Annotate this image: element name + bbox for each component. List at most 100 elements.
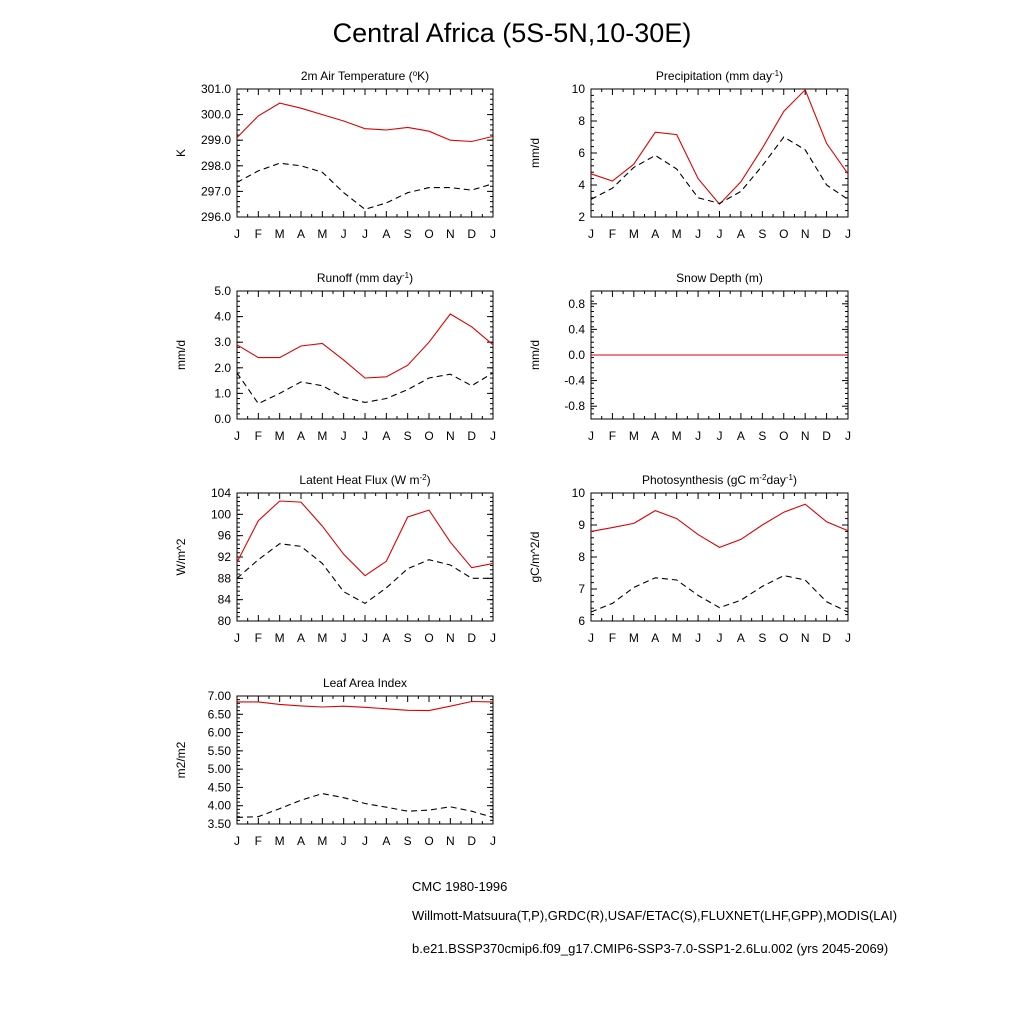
plot-frame [590,88,849,218]
y-axis-label: W/m^2 [174,538,188,575]
x-tick-label: J [490,227,496,241]
panel-title: Leaf Area Index [323,676,407,690]
x-tick-label: J [234,834,240,848]
y-tick-label: 7.00 [208,689,232,703]
y-tick-label: 0.0 [568,348,585,362]
y-tick-label: 6 [578,614,585,628]
y-axis-label: mm/d [174,340,188,370]
x-tick-label: O [424,834,433,848]
panel-title: 2m Air Temperature (oK) [301,69,429,84]
x-tick-label: J [845,227,851,241]
x-tick-label: A [651,631,659,645]
x-tick-label: J [341,631,347,645]
series-line-1 [237,700,494,712]
x-tick-label: N [801,227,810,241]
x-tick-label: M [672,631,682,645]
x-tick-label: F [609,227,616,241]
series-line-2 [236,162,494,210]
x-tick-label: J [234,631,240,645]
x-tick-label: N [446,227,455,241]
y-axis-label: mm/d [528,138,542,168]
series-line-2 [236,793,494,818]
panel-title: Photosynthesis (gC m-2day-1) [642,473,797,488]
y-tick-label: -0.8 [564,399,585,413]
y-tick-label: 84 [218,593,232,607]
x-tick-label: M [629,429,639,443]
legend-label: Willmott-Matsuura(T,P),GRDC(R),USAF/ETAC… [412,908,898,923]
y-tick-label: 298.0 [201,159,231,173]
y-tick-label: 8 [578,550,585,564]
x-tick-label: O [424,631,433,645]
y-tick-label: 4.50 [208,780,232,794]
x-tick-label: J [588,227,594,241]
x-tick-label: S [404,631,412,645]
panel-title: Snow Depth (m) [676,271,763,285]
x-tick-label: O [424,227,433,241]
x-tick-label: A [737,429,745,443]
x-tick-label: A [297,834,305,848]
x-tick-label: N [446,834,455,848]
x-tick-label: J [234,227,240,241]
x-tick-label: D [467,227,476,241]
series-line-2 [236,372,494,405]
y-tick-label: 2 [578,210,585,224]
y-tick-label: 0.0 [214,412,231,426]
series-line-1 [236,313,494,379]
plot-frame [236,88,494,218]
x-tick-label: A [737,227,745,241]
x-tick-label: F [255,834,262,848]
x-tick-label: F [255,227,262,241]
x-tick-label: A [382,631,390,645]
series-line-1 [236,500,494,577]
x-tick-label: D [822,631,831,645]
x-tick-label: A [297,227,305,241]
x-tick-label: J [695,429,701,443]
y-tick-label: 6.50 [208,707,232,721]
x-tick-label: J [717,631,723,645]
legend-label: CMC 1980-1996 [412,879,508,894]
x-tick-label: A [651,429,659,443]
y-axis-label: mm/d [528,340,542,370]
y-tick-label: 4.0 [214,310,231,324]
series-line-2 [236,543,493,605]
x-tick-label: D [822,429,831,443]
panel-title: Runoff (mm day-1) [317,271,413,286]
y-tick-label: 7 [578,582,585,596]
x-tick-label: J [490,429,496,443]
x-tick-label: S [758,227,766,241]
panel-title: Latent Heat Flux (W m-2) [299,473,430,488]
y-tick-label: 104 [211,486,231,500]
x-tick-label: J [234,429,240,443]
page-title: Central Africa (5S-5N,10-30E) [332,18,692,48]
plot-frame [236,290,494,420]
series-line-1 [590,88,849,206]
y-tick-label: 9 [578,518,585,532]
x-tick-label: J [341,429,347,443]
x-tick-label: J [362,227,368,241]
series-line-2 [590,575,849,613]
y-tick-label: 10 [572,486,586,500]
plot-frame [236,492,494,622]
x-tick-label: S [758,631,766,645]
y-tick-label: 299.0 [201,133,231,147]
panel-title: Precipitation (mm day-1) [656,69,783,84]
x-tick-label: M [317,631,327,645]
x-tick-label: J [341,834,347,848]
x-tick-label: D [467,429,476,443]
y-tick-label: 80 [218,614,232,628]
x-tick-label: N [801,429,810,443]
x-tick-label: A [382,227,390,241]
y-tick-label: 5.0 [214,284,231,298]
x-tick-label: J [588,631,594,645]
x-tick-label: S [404,834,412,848]
y-tick-label: 5.00 [208,762,232,776]
y-tick-label: 296.0 [201,210,231,224]
x-tick-label: O [424,429,433,443]
x-tick-label: A [737,631,745,645]
x-tick-label: J [490,834,496,848]
chart-panel-7: J F M A M J J A S O N D J3.504.004.505.005.506.006.5… [174,676,496,848]
x-tick-label: S [404,429,412,443]
x-tick-label: J [845,429,851,443]
